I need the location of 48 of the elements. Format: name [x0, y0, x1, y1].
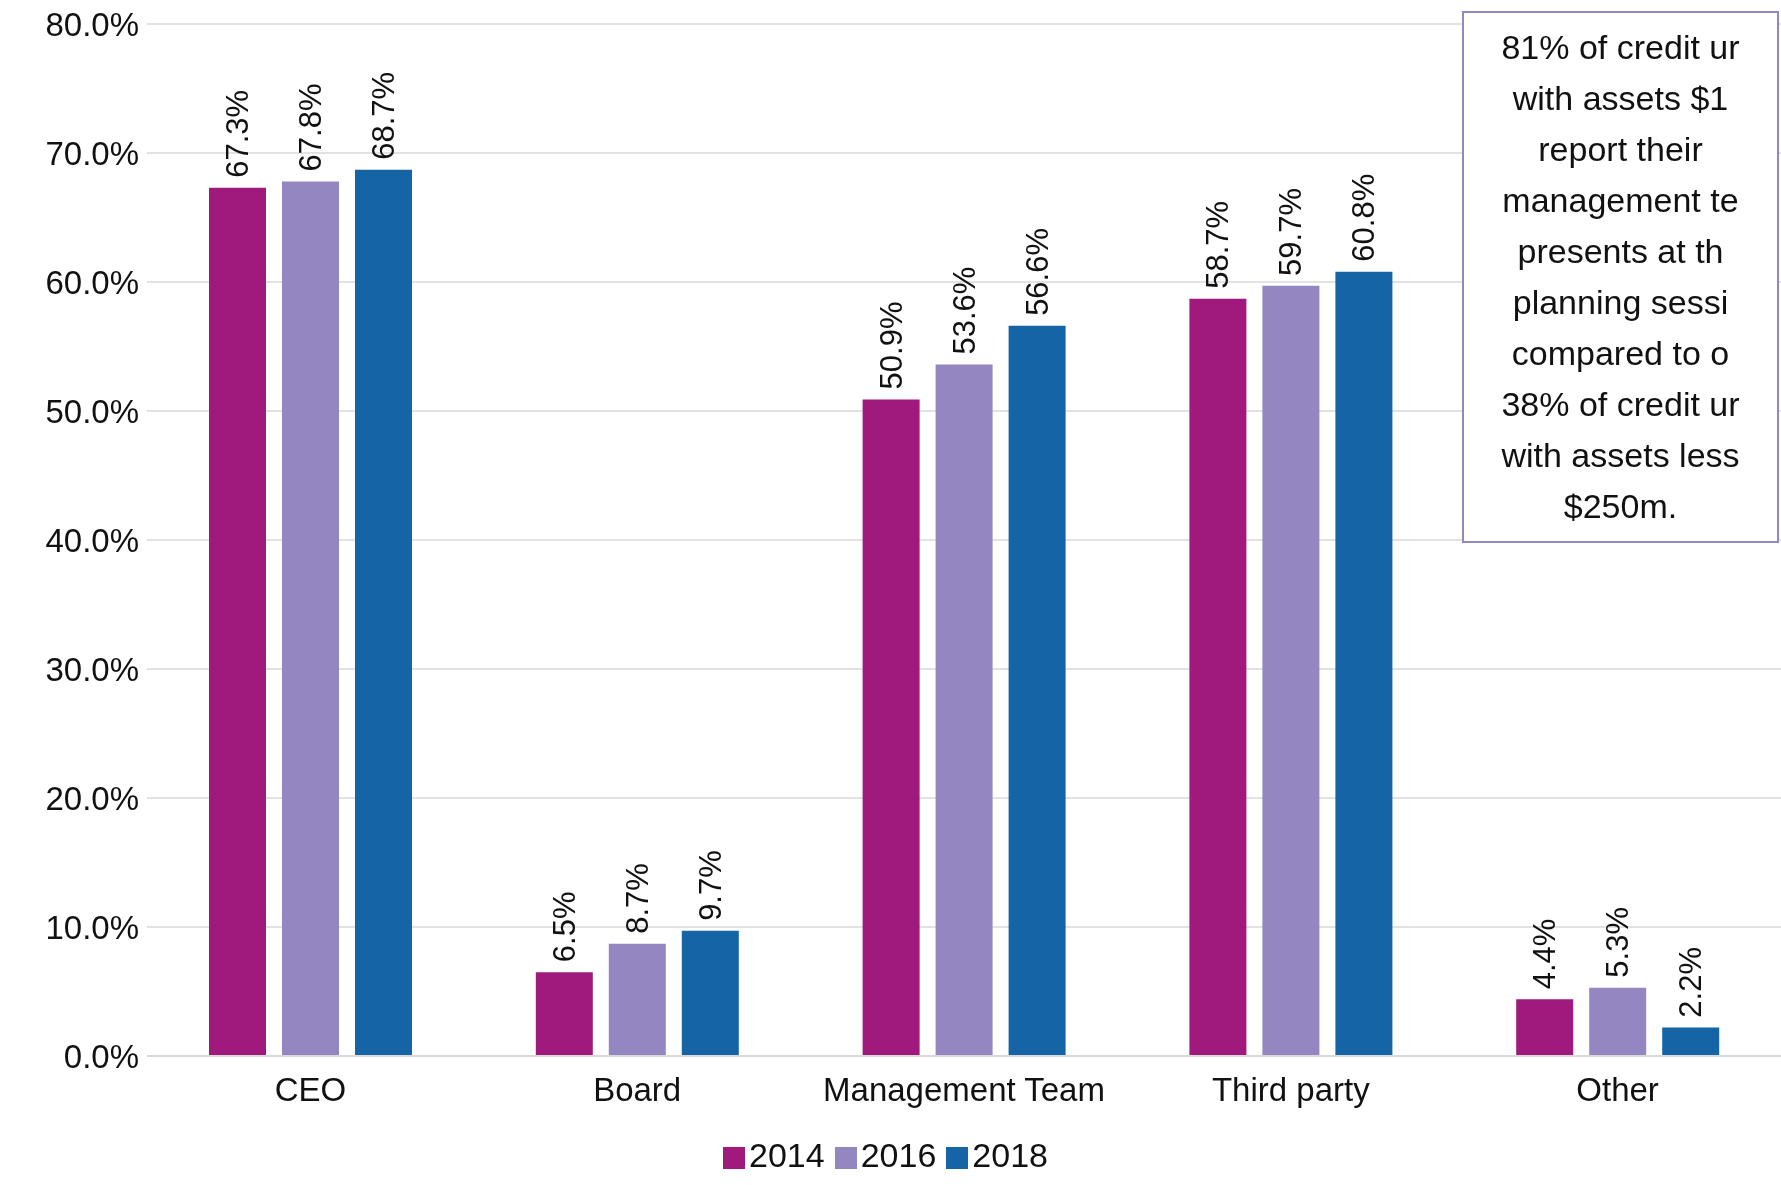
bar	[935, 364, 993, 1056]
x-tick-label: Management Team	[823, 1071, 1105, 1109]
data-label: 56.6%	[1019, 227, 1055, 316]
data-label: 58.7%	[1200, 200, 1236, 289]
x-tick-label: CEO	[274, 1071, 347, 1109]
data-label: 68.7%	[366, 71, 401, 160]
text: 81% of credit ur with assets $1 report their management te presents at th planning sessi compared to o 38% of credit ur with assets less $250m.	[1501, 28, 1740, 525]
bar	[209, 187, 266, 1056]
data-label: 4.4%	[1527, 918, 1563, 990]
bar	[1189, 298, 1247, 1056]
y-tick-label: 10.0%	[45, 908, 139, 946]
bar	[681, 930, 739, 1056]
data-label: 8.7%	[619, 863, 655, 934]
x-tick-label: Board	[593, 1071, 682, 1109]
data-label: 2.2%	[1673, 946, 1709, 1018]
bar	[1589, 987, 1647, 1056]
data-label: 60.8%	[1346, 173, 1382, 262]
data-label: 53.6%	[946, 266, 982, 355]
x-tick-label: Third party	[1211, 1071, 1371, 1109]
bar	[1262, 285, 1320, 1056]
y-tick-label: 20.0%	[45, 779, 139, 817]
bar	[1516, 999, 1574, 1056]
y-tick-label: 0.0%	[63, 1037, 139, 1075]
y-tick-label: 40.0%	[45, 521, 139, 559]
y-tick-label: 60.0%	[45, 263, 139, 301]
y-tick-label: 50.0%	[45, 392, 139, 430]
bar	[535, 972, 593, 1056]
legend-label: 2014	[749, 1136, 825, 1174]
bar	[862, 399, 920, 1056]
bar	[1335, 271, 1393, 1056]
legend-label: 2016	[860, 1136, 937, 1174]
bar	[1662, 1027, 1720, 1056]
y-tick-label: 30.0%	[45, 650, 139, 688]
bar	[282, 181, 339, 1056]
data-label: 59.7%	[1273, 187, 1309, 276]
legend-label: 2018	[972, 1136, 1048, 1174]
bar	[1008, 325, 1066, 1056]
y-tick-label: 70.0%	[45, 134, 139, 172]
data-label: 50.9%	[873, 301, 909, 390]
y-tick-label: 80.0%	[45, 5, 139, 43]
bar	[355, 169, 412, 1056]
x-tick-label: Other	[1576, 1071, 1659, 1109]
data-label: 6.5%	[546, 891, 582, 963]
data-label: 67.8%	[293, 83, 328, 172]
data-label: 67.3%	[220, 89, 255, 178]
data-label: 5.3%	[1600, 906, 1636, 978]
data-label: 9.7%	[692, 850, 728, 921]
bar	[608, 943, 666, 1056]
